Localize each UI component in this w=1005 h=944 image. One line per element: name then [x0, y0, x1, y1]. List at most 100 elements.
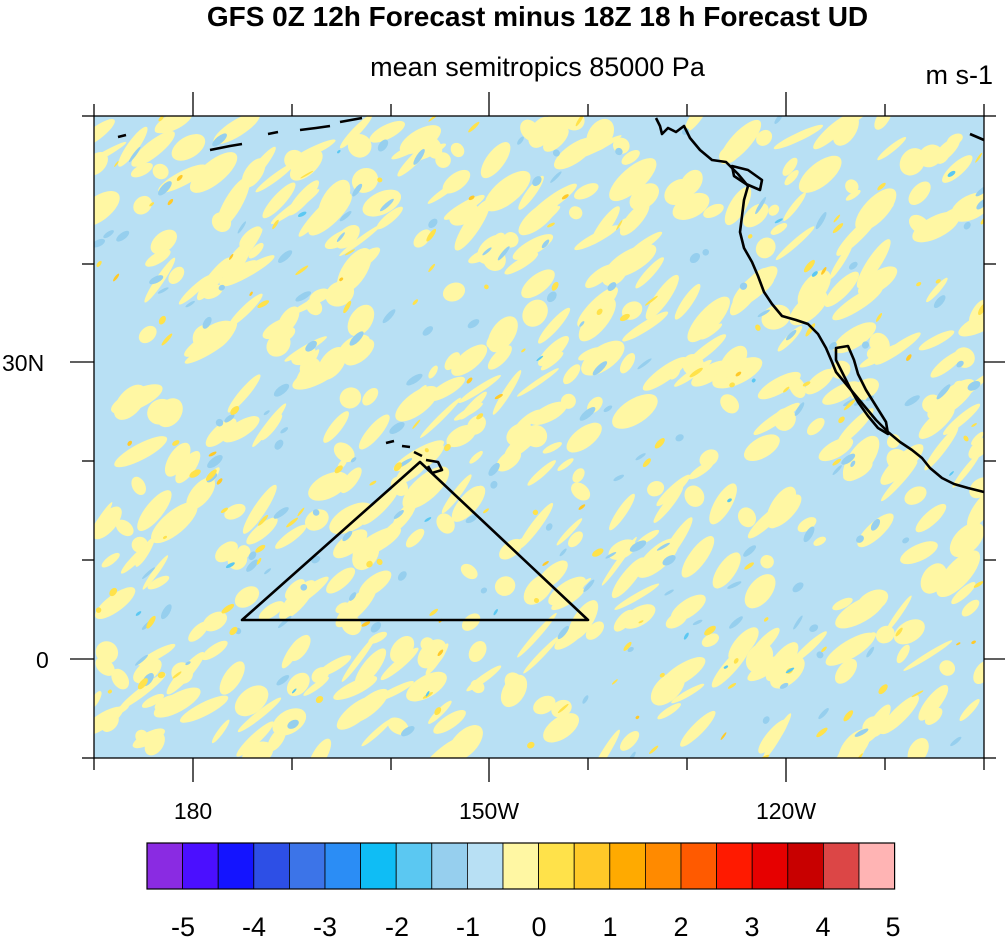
contour-blob: [133, 658, 162, 684]
contour-blob: [153, 687, 201, 718]
contour-blob: [554, 620, 590, 650]
contour-blob: [757, 309, 770, 318]
contour-blob: [874, 332, 921, 365]
contour-blob: [908, 181, 931, 205]
contour-blob: [280, 427, 289, 434]
contour-blob: [222, 416, 260, 443]
contour-blob: [542, 560, 549, 566]
contour-blob: [649, 745, 659, 754]
contour-blob: [212, 133, 227, 147]
contour-blob: [904, 486, 927, 505]
contour-blob: [775, 226, 815, 261]
contour-blob: [246, 559, 259, 572]
contour-blob: [158, 116, 164, 122]
contour-blob: [306, 298, 323, 316]
contour-blob: [834, 658, 858, 684]
contour-blob: [870, 518, 881, 531]
contour-blob: [147, 398, 175, 425]
contour-blob: [205, 418, 237, 447]
contour-blob: [743, 545, 757, 557]
contour-blob: [444, 352, 461, 371]
contour-blob: [792, 582, 804, 593]
contour-blob: [605, 551, 617, 559]
contour-blob: [627, 231, 663, 257]
contour-blob: [711, 643, 751, 688]
contour-blob: [680, 710, 716, 747]
contour-blob: [563, 364, 581, 385]
contour-blob: [94, 191, 120, 227]
contour-blob: [239, 226, 262, 248]
contour-blob: [345, 249, 355, 256]
contour-blob: [272, 708, 307, 736]
contour-blob: [886, 434, 901, 449]
contour-blob: [557, 625, 569, 640]
contour-blob: [936, 384, 951, 400]
contour-blob: [141, 693, 165, 708]
colorbar-label: 4: [815, 912, 831, 942]
contour-blob: [237, 221, 247, 234]
colorbar-swatch: [146, 842, 183, 890]
contour-blobs: [94, 116, 984, 758]
contour-blob: [272, 219, 279, 230]
contour-blob: [150, 229, 177, 255]
contour-blob: [483, 508, 489, 514]
contour-blob: [262, 317, 295, 340]
contour-blob: [494, 576, 516, 596]
contour-blob: [832, 458, 842, 466]
contour-blob: [968, 437, 984, 459]
contour-blob: [681, 536, 715, 578]
colorbar-swatch: [502, 842, 539, 890]
plot-frame: [93, 115, 985, 759]
contour-blob: [131, 131, 175, 167]
contour-blob: [163, 535, 167, 539]
contour-blob: [127, 440, 132, 446]
contour-blob: [131, 536, 148, 553]
contour-blob: [135, 611, 142, 616]
contour-blob: [451, 485, 486, 522]
contour-blob: [762, 716, 770, 724]
contour-blob: [832, 465, 842, 476]
y-label-30n: 30N: [2, 350, 45, 376]
contour-blob: [361, 718, 393, 747]
contour-blob: [382, 309, 396, 324]
contour-blob: [337, 149, 341, 154]
contour-blob: [536, 560, 568, 590]
contour-blob: [729, 382, 735, 388]
contour-blob: [264, 568, 272, 575]
contour-blob: [229, 253, 234, 260]
contour-blob: [248, 551, 257, 561]
contour-blob: [578, 504, 586, 510]
contour-blob: [216, 478, 223, 485]
contour-blob: [770, 223, 788, 235]
contour-blob: [933, 295, 946, 309]
contour-blob: [289, 150, 323, 181]
colorbar-label: -5: [170, 912, 196, 942]
contour-blob: [608, 539, 636, 560]
contour-blob: [343, 300, 352, 314]
contour-blob: [904, 395, 920, 407]
contour-blob: [240, 146, 276, 190]
contour-blob: [642, 357, 688, 391]
contour-blob: [362, 189, 402, 217]
contour-blob: [152, 163, 169, 180]
contour-blob: [926, 277, 948, 303]
contour-blob: [142, 567, 155, 579]
contour-blob: [645, 295, 658, 306]
contour-blob: [569, 206, 583, 220]
contour-blob: [246, 517, 278, 545]
contour-blob: [524, 424, 548, 448]
contour-blob: [785, 667, 795, 674]
contour-blob: [424, 448, 429, 453]
x-label-180: 180: [173, 798, 213, 824]
contour-blob: [816, 651, 824, 659]
contour-blob: [857, 266, 898, 297]
contour-blob: [848, 261, 858, 270]
contour-blob: [566, 422, 602, 453]
contour-blob: [832, 597, 853, 611]
colorbar-label: -2: [384, 912, 410, 942]
contour-blob: [953, 380, 968, 395]
contour-blob: [333, 442, 355, 463]
contour-blob: [286, 517, 299, 528]
plot-subtitle: mean semitropics 85000 Pa: [370, 52, 705, 82]
contour-blob: [406, 671, 447, 702]
